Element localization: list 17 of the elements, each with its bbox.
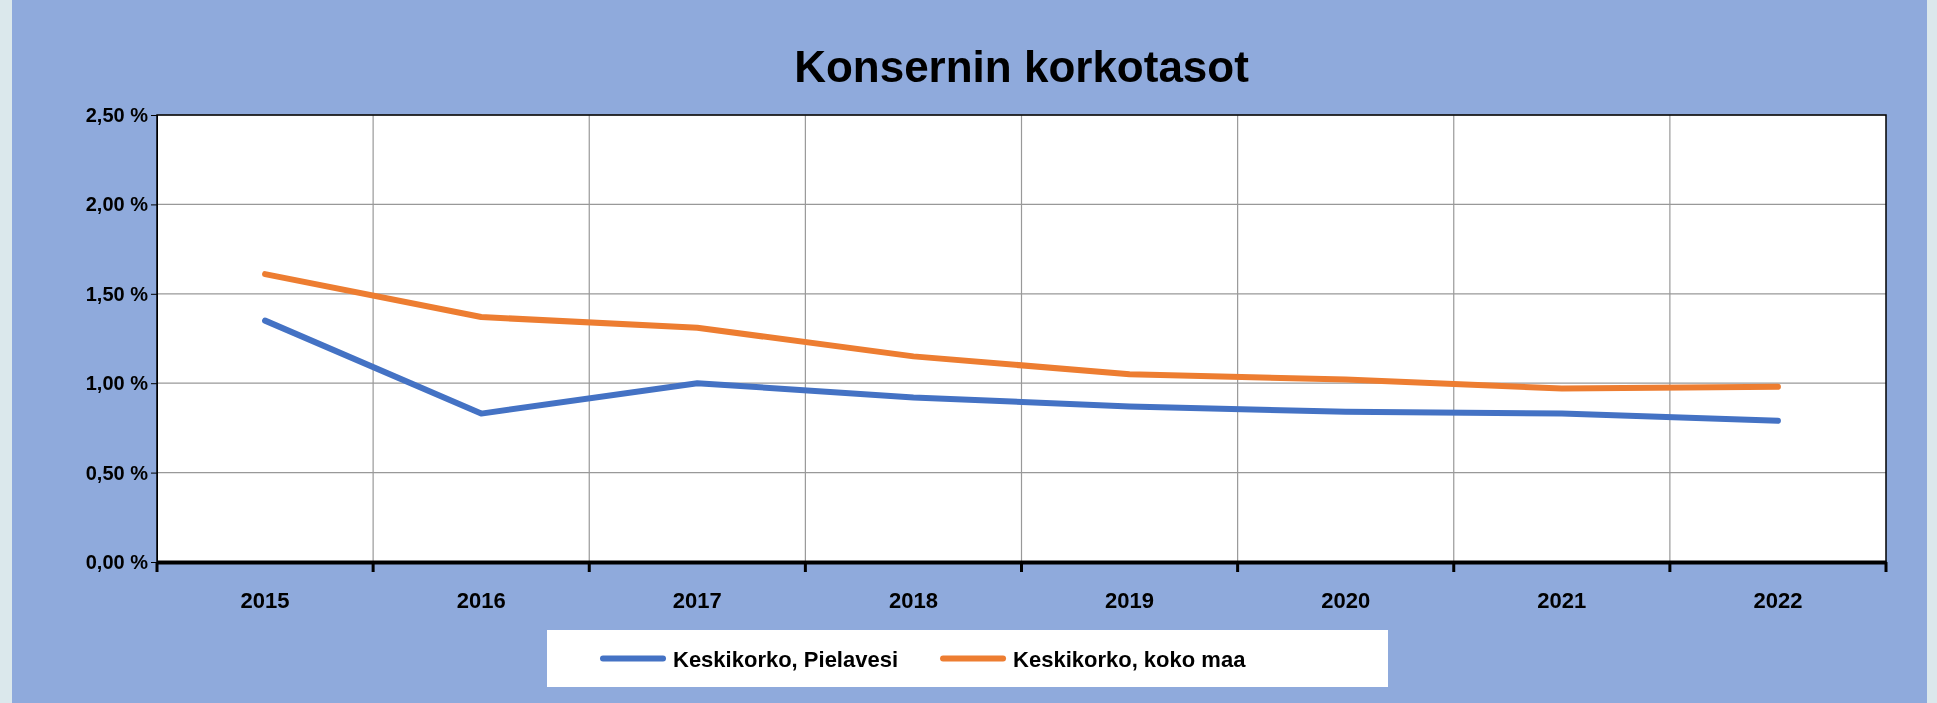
y-tick-label: 0,00 % bbox=[85, 550, 149, 573]
y-tick-label: 1,00 % bbox=[85, 372, 149, 395]
y-tick-label: 2,50 % bbox=[85, 103, 149, 126]
x-tick-label: 2022 bbox=[1753, 587, 1803, 613]
x-tick-label: 2016 bbox=[456, 587, 506, 613]
x-tick-label: 2020 bbox=[1321, 587, 1371, 613]
x-tick-label: 2015 bbox=[240, 587, 290, 613]
x-tick-label: 2018 bbox=[888, 587, 938, 613]
x-tick-label: 2017 bbox=[672, 587, 722, 613]
x-tick-label: 2021 bbox=[1537, 587, 1587, 613]
y-tick-label: 0,50 % bbox=[85, 461, 149, 484]
legend-label: Keskikorko, Pielavesi bbox=[673, 646, 899, 672]
x-tick-label: 2019 bbox=[1105, 587, 1155, 613]
y-tick-label: 2,00 % bbox=[85, 193, 149, 216]
legend-label: Keskikorko, koko maa bbox=[1013, 646, 1247, 672]
y-tick-label: 1,50 % bbox=[85, 282, 149, 305]
chart-title: Konsernin korkotasot bbox=[794, 42, 1250, 91]
